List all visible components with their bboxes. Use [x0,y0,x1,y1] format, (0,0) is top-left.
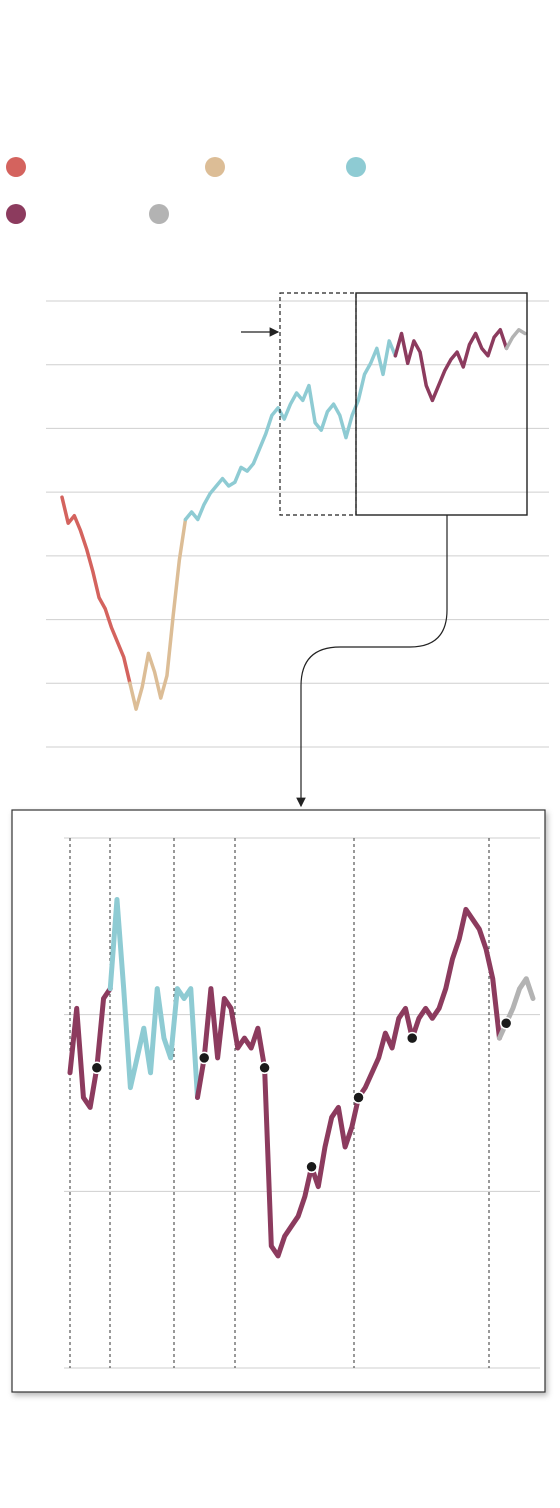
event-marker [305,1160,318,1174]
event-marker [90,1061,104,1075]
series-line [67,986,113,1110]
series-line [60,495,132,685]
event-marker [405,1031,419,1045]
detail-panel [11,809,546,1393]
series-line [194,906,502,1259]
event-marker [258,1061,271,1075]
legend-swatch-red [6,157,26,177]
legend-swatch-tan [205,157,225,177]
legend-swatch-teal [346,157,366,177]
legend-swatch-gray [149,204,169,224]
series-line [107,897,200,1100]
series-line [128,517,188,711]
event-marker [197,1051,211,1065]
legend-swatch-plum [6,204,26,224]
event-marker [499,1017,513,1030]
zoom-highlight-box [355,292,528,516]
series-line [504,328,527,351]
detail-chart [64,837,540,1369]
zoom-highlight-dashed [279,292,357,516]
zoom-connector [296,515,448,808]
event-marker [352,1091,365,1104]
overview-chart [46,300,549,748]
series-line [393,328,509,403]
series-line [183,339,398,522]
